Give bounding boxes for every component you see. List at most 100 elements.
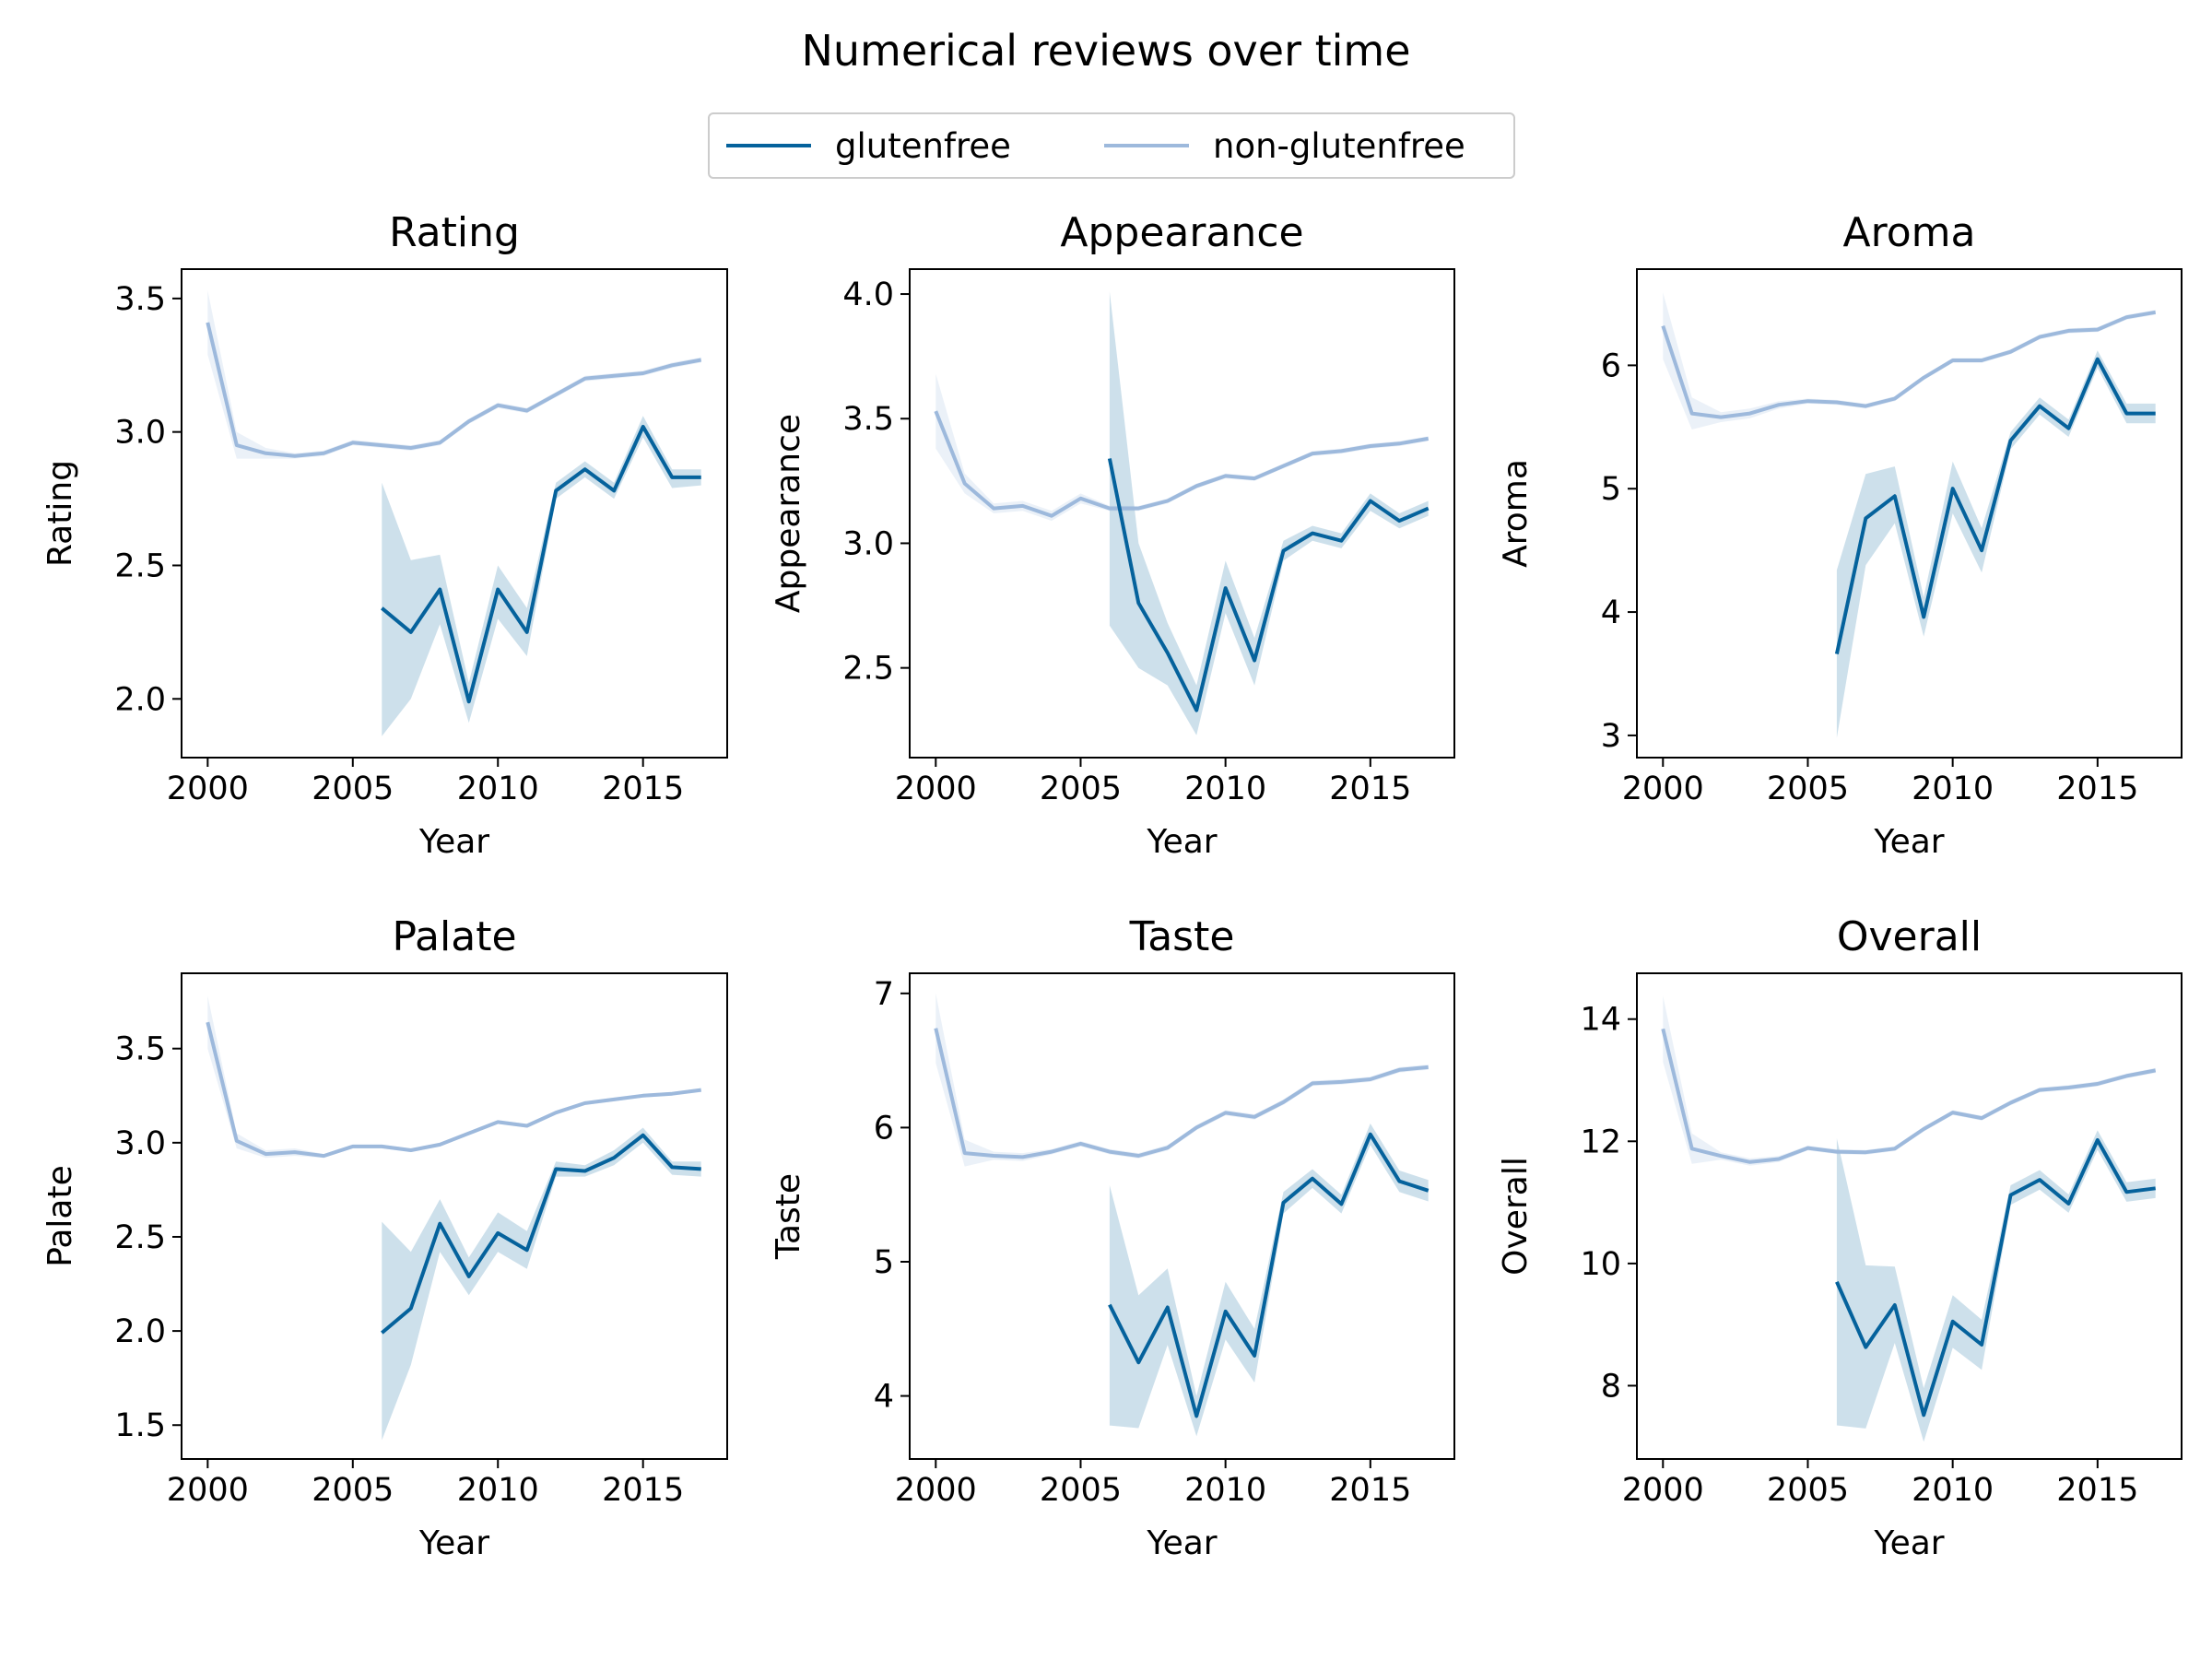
rating-series-line-non-glutenfree — [206, 322, 702, 458]
aroma-x-axis-label: Year — [1873, 823, 1944, 861]
rating-series-line-glutenfree — [381, 424, 701, 704]
taste-series-line-glutenfree — [1108, 1132, 1430, 1418]
legend-item-glutenfree: glutenfree — [726, 114, 1011, 177]
overall-xtick-label: 2000 — [1622, 1472, 1704, 1509]
appearance-xtick-label: 2015 — [1329, 771, 1411, 807]
aroma-series-line-non-glutenfree — [1661, 310, 2157, 419]
rating-xtick-label: 2010 — [457, 771, 539, 807]
taste-x-axis-label: Year — [1146, 1524, 1217, 1562]
palate-ytick-label: 1.5 — [114, 1407, 166, 1444]
rating-axes-frame — [181, 268, 728, 759]
taste-xtick-label: 2000 — [895, 1472, 977, 1509]
overall-ci-band-non-glutenfree — [1663, 995, 2156, 1166]
aroma-ci-band-non-glutenfree — [1663, 292, 2156, 429]
rating-ytick-label: 2.0 — [114, 681, 166, 718]
rating-ci-band-non-glutenfree — [207, 290, 701, 459]
taste-ci-band-non-glutenfree — [935, 993, 1429, 1167]
overall-xtick-label: 2005 — [1767, 1472, 1849, 1509]
palate-ytick-label: 2.0 — [114, 1313, 166, 1350]
figure-title: Numerical reviews over time — [801, 26, 1411, 76]
appearance-ytick-label: 3.0 — [842, 525, 894, 562]
subplot-palate: 2000 2005 2010 2015 1.5 2.0 2.5 3.0 3.5 Palate Yea… — [41, 913, 728, 1562]
rating-xtick-label: 2015 — [602, 771, 684, 807]
appearance-x-axis-label: Year — [1146, 823, 1217, 861]
appearance-series-line-non-glutenfree — [934, 410, 1430, 518]
palate-ci-band-glutenfree — [382, 1127, 701, 1441]
taste-ytick-label: 5 — [874, 1244, 894, 1281]
subplot-rating: 2000 2005 2010 2015 2.0 2.5 3.0 3.5 Rating Year Ra… — [41, 209, 728, 861]
rating-y-axis-label: Rating — [41, 460, 79, 567]
aroma-ytick-label: 6 — [1601, 347, 1621, 384]
taste-xtick-label: 2015 — [1329, 1472, 1411, 1509]
rating-xtick-label: 2000 — [167, 771, 249, 807]
palate-xtick-label: 2005 — [312, 1472, 394, 1509]
aroma-xtick-label: 2015 — [2056, 771, 2138, 807]
aroma-subplot-title: Aroma — [1843, 209, 1976, 256]
legend-label-non-glutenfree: non-glutenfree — [1213, 125, 1465, 166]
taste-ytick-label: 7 — [874, 976, 894, 1013]
taste-series-line-non-glutenfree — [934, 1028, 1429, 1159]
overall-ytick-label: 10 — [1580, 1246, 1621, 1283]
aroma-series-line-glutenfree — [1834, 357, 2156, 655]
taste-xtick-label: 2005 — [1040, 1472, 1122, 1509]
taste-xtick-label: 2010 — [1184, 1472, 1266, 1509]
overall-xtick-label: 2015 — [2056, 1472, 2138, 1509]
appearance-y-axis-label: Appearance — [770, 414, 807, 613]
palate-ytick-label: 2.5 — [114, 1219, 166, 1256]
legend-item-non-glutenfree: non-glutenfree — [1104, 114, 1465, 177]
palate-series-line-glutenfree — [381, 1133, 701, 1335]
taste-ytick-label: 4 — [874, 1379, 894, 1416]
palate-series-line-non-glutenfree — [206, 1021, 701, 1159]
palate-subplot-title: Palate — [392, 913, 516, 960]
subplot-appearance: 2000 2005 2010 2015 2.5 3.0 3.5 4.0 Appearance Ye… — [770, 209, 1455, 861]
appearance-xtick-label: 2000 — [895, 771, 977, 807]
taste-ytick-label: 6 — [874, 1110, 894, 1147]
aroma-ci-band-glutenfree — [1836, 350, 2156, 738]
palate-xtick-label: 2015 — [602, 1472, 684, 1509]
appearance-series-line-glutenfree — [1107, 458, 1430, 712]
overall-series-line-non-glutenfree — [1661, 1028, 2157, 1164]
overall-x-axis-label: Year — [1873, 1524, 1944, 1562]
rating-xtick-label: 2005 — [312, 771, 394, 807]
appearance-subplot-title: Appearance — [1060, 209, 1303, 256]
aroma-xtick-label: 2000 — [1622, 771, 1704, 807]
palate-ytick-label: 3.0 — [114, 1125, 166, 1162]
overall-axes-frame — [1636, 972, 2183, 1460]
rating-ci-band-glutenfree — [382, 416, 701, 736]
palate-ytick-label: 3.5 — [114, 1031, 166, 1068]
overall-y-axis-label: Overall — [1497, 1157, 1535, 1276]
taste-y-axis-label: Taste — [770, 1173, 807, 1260]
palate-x-axis-label: Year — [418, 1524, 489, 1562]
rating-ytick-label: 3.0 — [114, 415, 166, 452]
appearance-ytick-label: 2.5 — [842, 651, 894, 688]
palate-axes-frame — [181, 972, 728, 1460]
appearance-xtick-label: 2010 — [1184, 771, 1266, 807]
palate-ci-band-non-glutenfree — [207, 995, 701, 1159]
overall-xtick-label: 2010 — [1912, 1472, 1994, 1509]
aroma-xtick-label: 2010 — [1912, 771, 1994, 807]
aroma-ytick-label: 4 — [1601, 594, 1621, 631]
aroma-ytick-label: 5 — [1601, 471, 1621, 508]
palate-xtick-label: 2000 — [167, 1472, 249, 1509]
overall-ci-band-glutenfree — [1836, 1130, 2156, 1442]
taste-subplot-title: Taste — [1129, 913, 1235, 960]
aroma-xtick-label: 2005 — [1767, 771, 1849, 807]
rating-subplot-title: Rating — [389, 209, 520, 256]
overall-series-line-glutenfree — [1835, 1138, 2156, 1418]
legend-label-glutenfree: glutenfree — [835, 125, 1011, 166]
legend-swatch-glutenfree — [726, 144, 811, 147]
palate-y-axis-label: Palate — [41, 1165, 79, 1266]
legend: glutenfree non-glutenfree — [708, 112, 1515, 179]
subplot-overall: 2000 2005 2010 2015 8 10 12 14 Overall Year Overal… — [1497, 913, 2183, 1562]
overall-ytick-label: 14 — [1580, 1002, 1621, 1039]
overall-subplot-title: Overall — [1837, 913, 1982, 960]
appearance-ytick-label: 4.0 — [842, 276, 894, 313]
rating-x-axis-label: Year — [418, 823, 489, 861]
aroma-axes-frame — [1636, 268, 2183, 759]
rating-ytick-label: 2.5 — [114, 547, 166, 584]
appearance-xtick-label: 2005 — [1040, 771, 1122, 807]
palate-xtick-label: 2010 — [457, 1472, 539, 1509]
taste-axes-frame — [909, 972, 1455, 1460]
appearance-ytick-label: 3.5 — [842, 401, 894, 438]
